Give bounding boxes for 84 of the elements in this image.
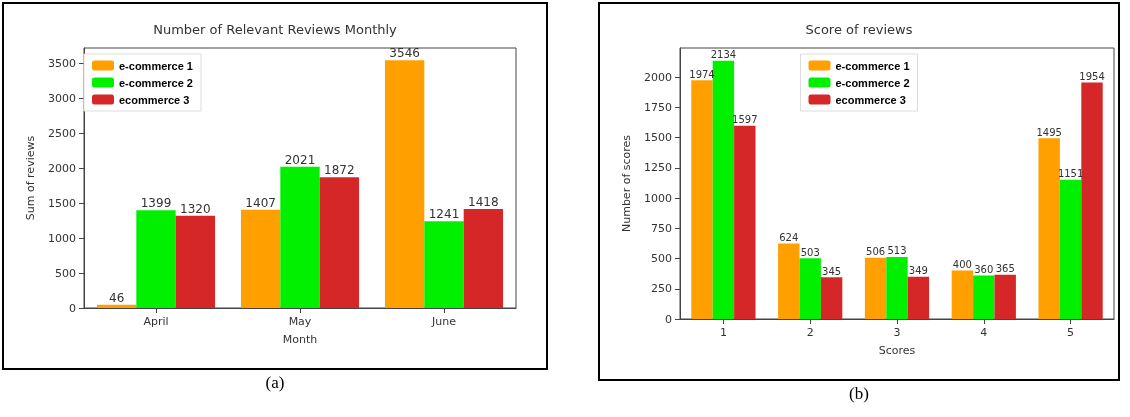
y-tick-label: 3000 bbox=[48, 91, 76, 105]
bar bbox=[951, 270, 974, 319]
x-tick-label: 5 bbox=[1067, 326, 1075, 339]
legend-label: ecommerce 3 bbox=[835, 93, 906, 106]
y-tick-label: 2000 bbox=[644, 70, 672, 84]
bar bbox=[96, 304, 137, 308]
y-tick-label: 750 bbox=[651, 221, 672, 235]
x-tick-label: 1 bbox=[719, 326, 727, 339]
data-label: 1954 bbox=[1079, 71, 1105, 83]
bar bbox=[175, 215, 216, 308]
x-tick-label: May bbox=[288, 315, 312, 328]
data-label: 1241 bbox=[428, 207, 460, 222]
data-label: 513 bbox=[887, 245, 907, 257]
y-tick-label: 1000 bbox=[48, 231, 76, 245]
bar bbox=[778, 243, 800, 319]
bar bbox=[886, 256, 908, 319]
bar bbox=[864, 257, 887, 319]
x-tick-label: June bbox=[431, 315, 457, 328]
legend-label: e-commerce 1 bbox=[835, 59, 910, 72]
data-label: 365 bbox=[995, 263, 1015, 275]
bar bbox=[973, 275, 995, 319]
bar bbox=[240, 209, 281, 308]
data-label: 46 bbox=[109, 290, 125, 305]
x-tick-label: 2 bbox=[806, 326, 814, 339]
x-axis-title: Scores bbox=[878, 344, 916, 357]
bar bbox=[691, 80, 713, 319]
data-label: 1399 bbox=[140, 196, 172, 211]
bar bbox=[1059, 179, 1082, 319]
bar bbox=[712, 60, 735, 319]
data-label: 1495 bbox=[1036, 126, 1062, 138]
y-axis-title: Number of scores bbox=[620, 134, 633, 233]
x-tick-label: 3 bbox=[893, 326, 901, 339]
text: (a) bbox=[264, 373, 286, 393]
y-tick-label: 250 bbox=[651, 282, 672, 296]
bar bbox=[319, 177, 360, 308]
legend-label: e-commerce 1 bbox=[119, 59, 193, 72]
y-tick-label: 2000 bbox=[48, 161, 76, 175]
bar bbox=[907, 276, 930, 319]
y-tick-label: 500 bbox=[651, 252, 672, 266]
x-axis-title: Month bbox=[282, 333, 318, 346]
x-tick-label: 4 bbox=[980, 326, 988, 339]
y-tick-label: 1500 bbox=[48, 196, 76, 210]
legend-label: e-commerce 2 bbox=[835, 76, 910, 89]
data-label: 3546 bbox=[389, 46, 420, 61]
bar bbox=[734, 125, 756, 319]
data-label: 624 bbox=[779, 232, 799, 244]
bar bbox=[384, 60, 425, 308]
y-tick-label: 0 bbox=[665, 312, 672, 326]
data-label: 345 bbox=[822, 265, 842, 277]
bar bbox=[994, 274, 1016, 319]
chart-title: Number of Relevant Reviews Monthly bbox=[153, 22, 398, 37]
data-label: 2134 bbox=[710, 49, 737, 61]
data-label: 1407 bbox=[245, 195, 276, 210]
data-label: 400 bbox=[952, 259, 972, 271]
data-label: 1872 bbox=[324, 163, 355, 178]
y-tick-label: 0 bbox=[69, 301, 76, 315]
bar bbox=[280, 166, 320, 308]
legend-label: ecommerce 3 bbox=[119, 93, 190, 106]
y-tick-label: 2500 bbox=[48, 126, 76, 140]
y-tick-label: 500 bbox=[55, 266, 76, 280]
bar bbox=[799, 258, 821, 319]
data-label: 1320 bbox=[180, 201, 211, 216]
data-label: 2021 bbox=[284, 152, 316, 167]
y-tick-label: 1000 bbox=[644, 191, 672, 205]
bar bbox=[1081, 82, 1103, 319]
y-tick-label: 1750 bbox=[644, 100, 672, 114]
text: (b) bbox=[848, 384, 870, 404]
y-tick-label: 1250 bbox=[644, 161, 672, 175]
y-axis-title: Sum of reviews bbox=[24, 135, 37, 221]
bar bbox=[820, 277, 843, 319]
legend-label: e-commerce 2 bbox=[119, 76, 193, 89]
data-label: 349 bbox=[908, 265, 928, 277]
bar bbox=[463, 208, 504, 308]
data-label: 503 bbox=[800, 246, 820, 258]
chart-title: Score of reviews bbox=[805, 22, 913, 37]
x-tick-label: April bbox=[143, 315, 169, 328]
y-tick-label: 3500 bbox=[48, 56, 76, 70]
bar bbox=[424, 221, 464, 308]
bar bbox=[1038, 138, 1060, 319]
data-label: 1418 bbox=[468, 194, 499, 209]
bar bbox=[136, 210, 176, 308]
data-label: 506 bbox=[866, 246, 886, 258]
data-label: 360 bbox=[974, 263, 994, 275]
y-tick-label: 1500 bbox=[644, 131, 672, 145]
